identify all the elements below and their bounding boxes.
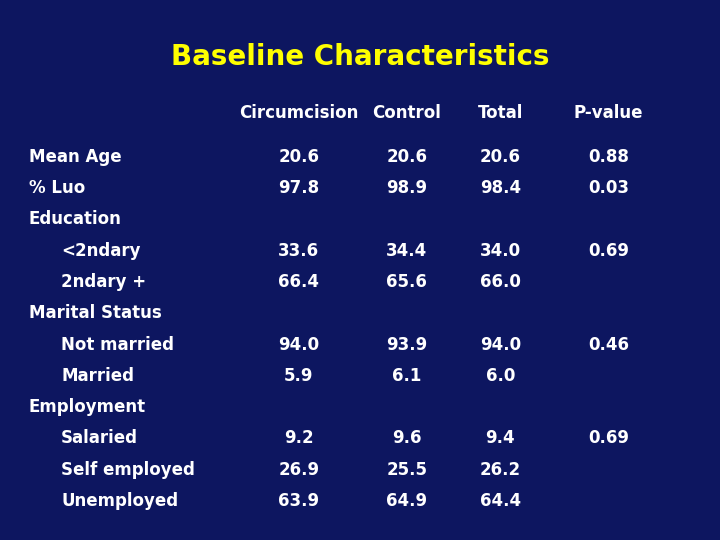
Text: Unemployed: Unemployed [61, 492, 179, 510]
Text: 93.9: 93.9 [386, 335, 428, 354]
Text: 0.69: 0.69 [588, 429, 629, 448]
Text: 63.9: 63.9 [278, 492, 320, 510]
Text: 26.9: 26.9 [278, 461, 320, 479]
Text: 97.8: 97.8 [278, 179, 320, 197]
Text: Total: Total [477, 104, 523, 123]
Text: 20.6: 20.6 [387, 147, 427, 166]
Text: 98.4: 98.4 [480, 179, 521, 197]
Text: 66.4: 66.4 [279, 273, 319, 291]
Text: 64.9: 64.9 [386, 492, 428, 510]
Text: 26.2: 26.2 [480, 461, 521, 479]
Text: 9.4: 9.4 [485, 429, 516, 448]
Text: 9.6: 9.6 [392, 429, 421, 448]
Text: 25.5: 25.5 [387, 461, 427, 479]
Text: 64.4: 64.4 [480, 492, 521, 510]
Text: Education: Education [29, 210, 122, 228]
Text: Mean Age: Mean Age [29, 147, 122, 166]
Text: 0.03: 0.03 [588, 179, 629, 197]
Text: P-value: P-value [574, 104, 643, 123]
Text: 66.0: 66.0 [480, 273, 521, 291]
Text: 98.9: 98.9 [386, 179, 428, 197]
Text: 9.2: 9.2 [284, 429, 314, 448]
Text: 33.6: 33.6 [278, 241, 320, 260]
Text: 94.0: 94.0 [480, 335, 521, 354]
Text: 6.0: 6.0 [486, 367, 515, 385]
Text: Baseline Characteristics: Baseline Characteristics [171, 43, 549, 71]
Text: 65.6: 65.6 [387, 273, 427, 291]
Text: <2ndary: <2ndary [61, 241, 140, 260]
Text: 6.1: 6.1 [392, 367, 421, 385]
Text: Not married: Not married [61, 335, 174, 354]
Text: 5.9: 5.9 [284, 367, 313, 385]
Text: 20.6: 20.6 [279, 147, 319, 166]
Text: 0.69: 0.69 [588, 241, 629, 260]
Text: Self employed: Self employed [61, 461, 195, 479]
Text: 0.46: 0.46 [588, 335, 629, 354]
Text: Employment: Employment [29, 398, 146, 416]
Text: Married: Married [61, 367, 134, 385]
Text: 34.4: 34.4 [386, 241, 428, 260]
Text: % Luo: % Luo [29, 179, 85, 197]
Text: 0.88: 0.88 [588, 147, 629, 166]
Text: 34.0: 34.0 [480, 241, 521, 260]
Text: 2ndary +: 2ndary + [61, 273, 146, 291]
Text: Circumcision: Circumcision [239, 104, 359, 123]
Text: 94.0: 94.0 [278, 335, 320, 354]
Text: Control: Control [372, 104, 441, 123]
Text: Marital Status: Marital Status [29, 304, 161, 322]
Text: Salaried: Salaried [61, 429, 138, 448]
Text: 20.6: 20.6 [480, 147, 521, 166]
